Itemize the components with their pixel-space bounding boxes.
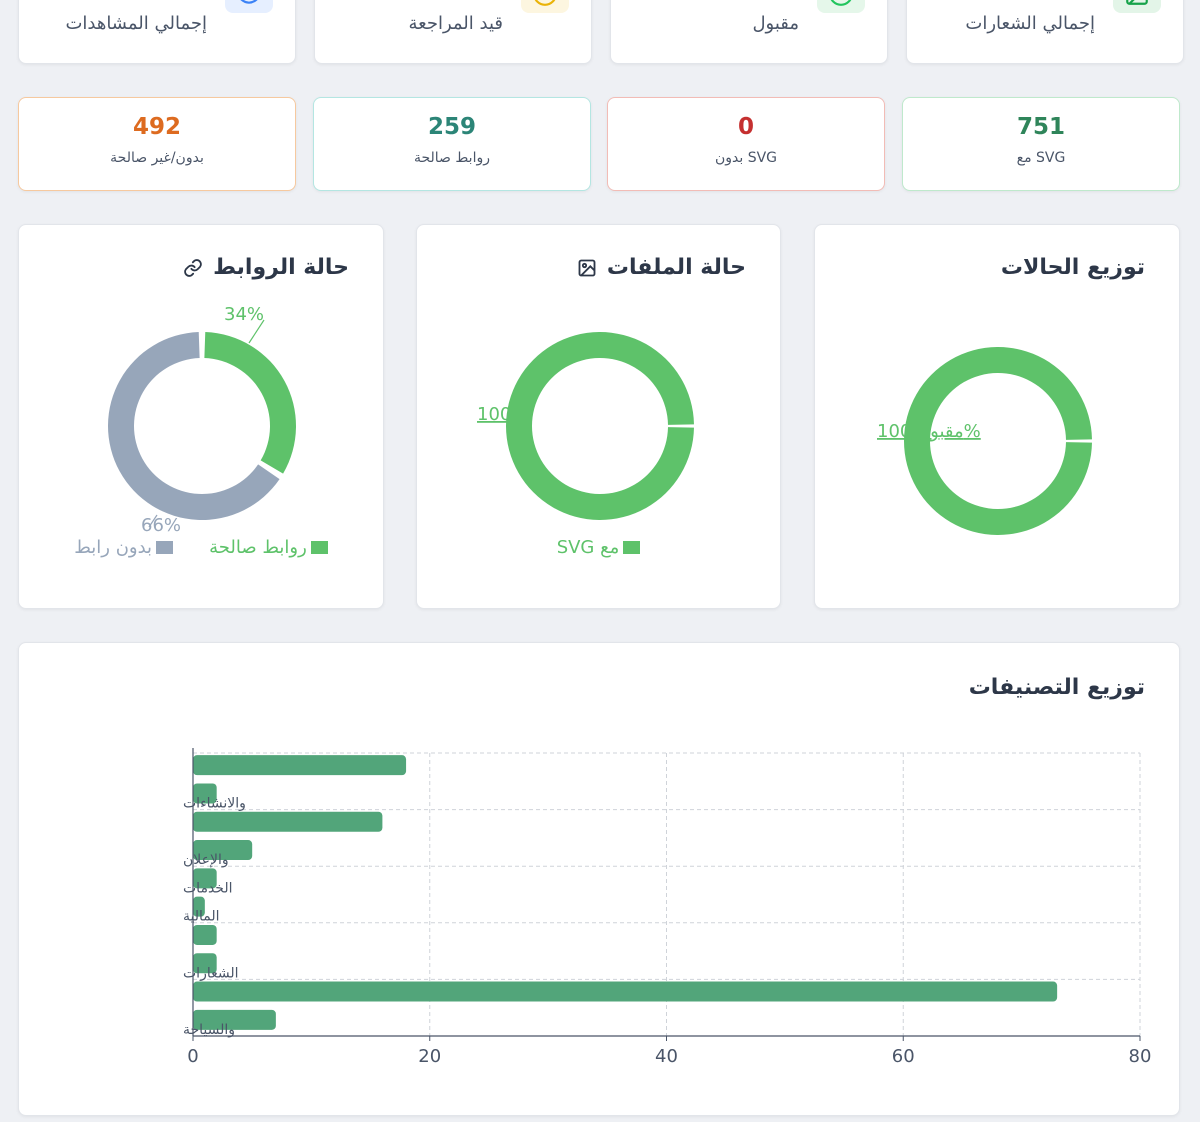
files-legend: مع SVG xyxy=(417,537,780,558)
stat-label: إجمالي الشعارات xyxy=(965,13,1095,34)
category-label: الخدمات xyxy=(183,880,233,896)
panel-title: توزيع الحالات xyxy=(1001,255,1145,280)
mini-stat-value: 492 xyxy=(132,114,181,140)
legend-label: مع SVG xyxy=(556,537,620,558)
image-icon xyxy=(1126,0,1148,5)
panel-title: حالة الروابط xyxy=(183,255,349,280)
slice-label: مقبول 100% xyxy=(877,421,981,442)
x-tick-label: 40 xyxy=(655,1046,678,1067)
legend-item-valid-links[interactable]: روابط صالحة xyxy=(209,537,328,558)
mini-stat-without-svg: 0 بدون SVG xyxy=(607,97,885,191)
stat-label: مقبول xyxy=(752,13,799,34)
links-legend: روابط صالحة بدون رابط xyxy=(19,537,383,558)
links-panel-title: حالة الروابط xyxy=(213,255,349,280)
x-tick-label: 60 xyxy=(892,1046,915,1067)
legend-swatch xyxy=(623,541,641,554)
category-bar[interactable] xyxy=(193,868,217,889)
check-circle-icon xyxy=(830,0,852,6)
stat-label: قيد المراجعة xyxy=(408,13,504,34)
category-label: والانشاءات xyxy=(183,795,246,811)
legend-swatch xyxy=(310,541,328,554)
mini-stat-label: روابط صالحة xyxy=(413,150,490,166)
donut-slice[interactable] xyxy=(108,332,280,520)
categories-bar-chart: والانشاءات والإعلان الخدمات المالية الشعارات… xyxy=(183,748,1152,1067)
stat-card-total-logos: إجمالي الشعارات xyxy=(906,0,1184,64)
chart-title: توزيع التصنيفات xyxy=(968,675,1145,700)
links-status-panel: 34% 66% حالة الروابط روابط صالحة بدون راب… xyxy=(18,224,384,609)
category-bar[interactable] xyxy=(193,840,253,861)
donut-slice[interactable] xyxy=(506,332,694,520)
eye-icon xyxy=(240,0,258,4)
slice-label: 34% xyxy=(224,304,264,325)
stat-card-accepted: مقبول xyxy=(610,0,888,64)
legend-label: بدون رابط xyxy=(74,537,153,558)
category-label: الشعارات xyxy=(183,965,239,981)
slice-label: 100 xyxy=(477,404,511,425)
category-bar[interactable] xyxy=(193,1009,276,1030)
review-icon-box xyxy=(521,0,569,13)
legend-swatch xyxy=(156,541,174,554)
mini-stat-valid-links: 259 روابط صالحة xyxy=(313,97,591,191)
mini-stat-label: بدون SVG xyxy=(714,150,778,166)
x-tick-label: 0 xyxy=(187,1046,198,1067)
x-tick-label: 80 xyxy=(1129,1046,1152,1067)
legend-item-no-link[interactable]: بدون رابط xyxy=(74,537,174,558)
files-donut-chart: 100 xyxy=(477,332,694,520)
category-bar[interactable] xyxy=(193,783,217,804)
statuses-distribution-panel: مقبول 100% توزيع الحالات xyxy=(814,224,1180,609)
x-tick-label: 20 xyxy=(418,1046,441,1067)
category-bar[interactable] xyxy=(193,811,383,832)
legend-label: روابط صالحة xyxy=(209,537,307,558)
logos-icon-box xyxy=(1113,0,1161,13)
views-icon-box xyxy=(225,0,273,13)
slice-leader-line xyxy=(148,514,158,528)
stat-card-total-views: إجمالي المشاهدات xyxy=(18,0,296,64)
category-label: والسياحة xyxy=(183,1022,235,1038)
category-label: والإعلان xyxy=(183,852,229,868)
link-icon xyxy=(184,258,202,277)
mini-stat-label: مع SVG xyxy=(1016,150,1066,166)
files-status-panel: 100 حالة الملفات مع SVG xyxy=(416,224,781,609)
category-label: المالية xyxy=(183,909,220,925)
files-panel-title: حالة الملفات xyxy=(606,255,746,280)
statuses-panel-title: توزيع الحالات xyxy=(1000,255,1145,280)
mini-stat-invalid: 492 بدون/غير صالحة xyxy=(18,97,296,191)
mini-stat-value: 751 xyxy=(1016,114,1065,140)
links-donut-chart: 34% 66% xyxy=(108,304,296,536)
slice-leader-line xyxy=(248,319,265,344)
accepted-icon-box xyxy=(817,0,865,13)
mini-stat-with-svg: 751 مع SVG xyxy=(902,97,1180,191)
category-bar[interactable] xyxy=(193,924,217,945)
image-icon xyxy=(578,259,596,276)
legend-item-with-svg[interactable]: مع SVG xyxy=(557,537,641,558)
panel-title: حالة الملفات xyxy=(577,255,746,280)
category-bar[interactable] xyxy=(193,981,1058,1002)
statuses-donut-chart: مقبول 100% xyxy=(877,346,1092,535)
stat-label: إجمالي المشاهدات xyxy=(65,13,207,34)
slice-label: 66% xyxy=(141,515,181,536)
categories-chart-card: توزيع التصنيفات والانشاءات والإعلان الخدما… xyxy=(18,642,1180,1116)
mini-stat-value: 259 xyxy=(427,114,476,140)
donut-slice[interactable] xyxy=(204,332,296,474)
stat-card-under-review: قيد المراجعة xyxy=(314,0,592,64)
category-bar[interactable] xyxy=(193,896,205,917)
clock-icon xyxy=(534,0,556,6)
category-bar[interactable] xyxy=(193,953,217,974)
mini-stat-value: 0 xyxy=(737,114,754,140)
category-bar[interactable] xyxy=(193,755,407,776)
mini-stat-label: بدون/غير صالحة xyxy=(110,150,204,166)
